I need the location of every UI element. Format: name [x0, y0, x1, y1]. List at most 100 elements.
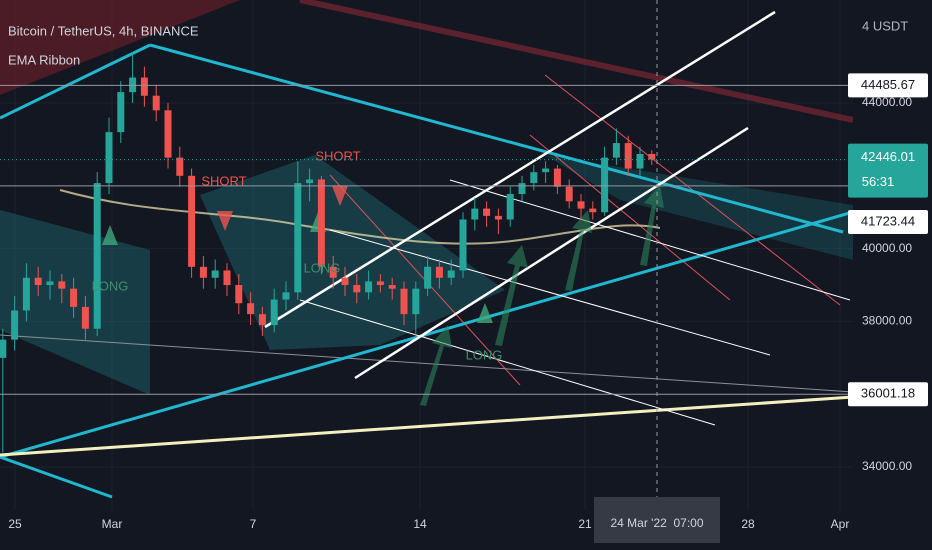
candle-body	[329, 266, 337, 278]
overlay: SHORT SHORT LONG LONG LONG	[0, 84, 853, 395]
candle-body	[294, 183, 302, 293]
channel-line	[264, 10, 776, 329]
countdown: 56:31	[862, 174, 895, 189]
candle-body	[22, 277, 30, 311]
candle-body	[365, 281, 373, 293]
candle-body	[58, 281, 66, 289]
trend-line	[329, 229, 771, 356]
candle-body	[235, 285, 243, 304]
arrow	[420, 325, 452, 406]
candle-body	[636, 153, 644, 169]
y-tick-label: 34000.00	[862, 459, 912, 473]
x-tick-label: 7	[250, 517, 257, 531]
candle-body	[317, 179, 325, 267]
x-tick-label: 25	[8, 517, 22, 531]
candle-body	[199, 266, 207, 278]
candle-body	[270, 299, 278, 326]
candle-body	[176, 157, 184, 176]
x-tick-label: 14	[413, 517, 427, 531]
trend-line	[0, 334, 854, 393]
x-tick-label: Mar	[102, 517, 123, 531]
candle-body	[0, 339, 7, 358]
annotation: SHORT	[315, 148, 360, 163]
candle-body	[589, 208, 597, 213]
candle-body	[140, 77, 148, 96]
candle-body	[506, 194, 514, 220]
annotation: LONG	[92, 278, 129, 293]
arrow	[565, 210, 592, 291]
trend-line	[0, 210, 854, 459]
buy-marker	[477, 303, 493, 323]
annotation: SHORT	[201, 173, 246, 188]
trend-line	[299, 299, 716, 426]
crosshair-time: 24 Mar '22 07:00	[610, 516, 703, 530]
y-tick-label: 40000.00	[862, 241, 912, 255]
candle-body	[81, 306, 89, 329]
candle-body	[577, 201, 585, 209]
axes: 34000.00 38000.00 40000.00 44000.00 25 Mar 7 14…	[8, 73, 928, 543]
trend-line	[149, 43, 844, 234]
candle-body	[553, 168, 561, 187]
trend-line	[0, 395, 854, 457]
buy-marker	[102, 225, 118, 245]
annotation: LONG	[466, 347, 503, 362]
currency-label: 4 USDT	[862, 18, 908, 33]
candle-body	[530, 172, 538, 184]
candle-body	[648, 153, 656, 160]
arrow	[495, 245, 528, 346]
crosshair-time-box	[594, 497, 720, 543]
annotation: LONG	[304, 260, 341, 275]
candle-body	[624, 143, 632, 169]
candle-body	[424, 266, 432, 289]
candle-body	[412, 288, 420, 315]
y-tick-label: 38000.00	[862, 314, 912, 328]
sell-marker	[332, 186, 348, 206]
indicator-label: EMA Ribbon	[8, 52, 80, 67]
x-tick-label: 28	[741, 517, 755, 531]
price-label: 44485.67	[861, 77, 915, 92]
candle-body	[46, 281, 54, 286]
candle-body	[129, 77, 137, 93]
last-price-label: 42446.01	[861, 149, 915, 164]
candle-body	[376, 281, 384, 286]
candle-body	[435, 266, 443, 278]
sell-marker	[217, 211, 233, 231]
y-tick-label: 44000.00	[862, 95, 912, 109]
candle-body	[93, 183, 101, 329]
red-band	[0, 0, 240, 95]
candle-body	[471, 208, 479, 220]
candle-body	[518, 183, 526, 195]
x-tick-label: 21	[578, 517, 592, 531]
candle-body	[282, 292, 290, 300]
candle-body	[164, 110, 172, 158]
candle-body	[601, 157, 609, 213]
price-label-box	[848, 382, 928, 407]
price-label: 36001.18	[861, 386, 915, 401]
candle-body	[11, 310, 19, 340]
last-price-box	[848, 143, 928, 198]
candle-body	[117, 92, 125, 133]
candle-body	[152, 95, 160, 111]
trend-line	[0, 455, 113, 499]
trend-line	[299, 0, 854, 123]
arrow	[640, 185, 664, 266]
candles	[0, 52, 656, 453]
candle-body	[341, 277, 349, 286]
candle-body	[211, 270, 219, 278]
price-label: 41723.44	[861, 213, 915, 228]
candle-body	[459, 219, 467, 271]
price-label-box	[848, 210, 928, 234]
candle-body	[223, 270, 231, 286]
candle-body	[105, 132, 113, 184]
time-axis	[0, 510, 932, 550]
arrows	[420, 185, 664, 406]
candle-body	[34, 277, 42, 286]
chart-title: Bitcoin / TetherUS, 4h, BINANCE	[8, 23, 199, 38]
candle-body	[247, 303, 255, 315]
candle-body	[400, 288, 408, 315]
candle-body	[306, 179, 314, 184]
price-label-box	[848, 73, 928, 98]
candle-body	[388, 285, 396, 289]
